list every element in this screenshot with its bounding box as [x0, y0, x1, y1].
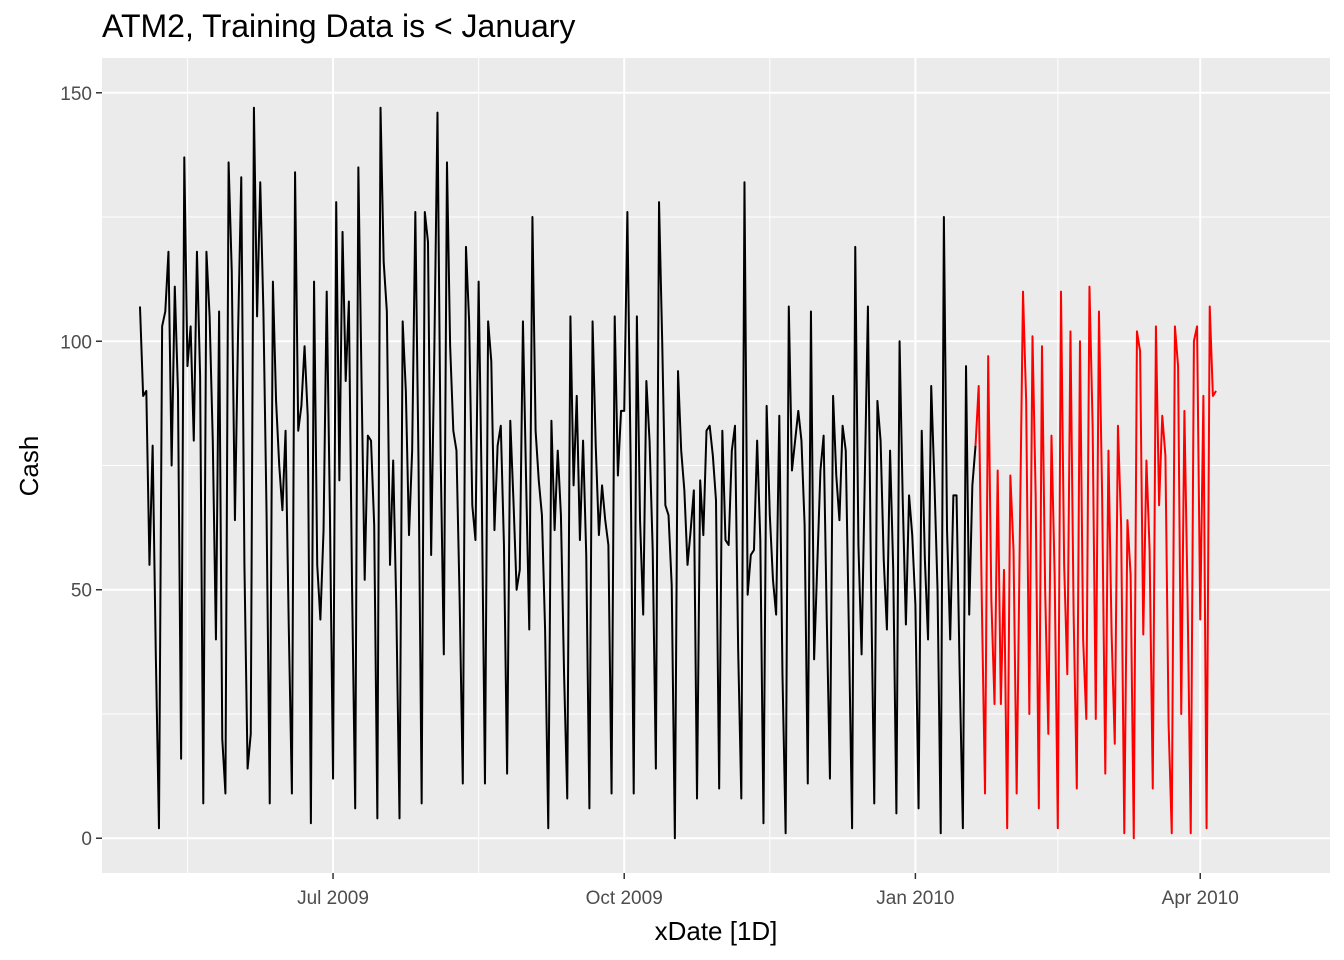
- grid-major: [102, 58, 1330, 873]
- y-tick-label: 100: [60, 332, 92, 353]
- y-axis-title: Cash: [14, 436, 44, 497]
- y-tick-label: 50: [71, 581, 92, 602]
- x-tick-label: Jul 2009: [297, 888, 369, 909]
- series-line-test: [974, 285, 1217, 840]
- y-axis: 0 50 100 150: [60, 84, 102, 850]
- chart-title: ATM2, Training Data is < January: [102, 8, 576, 44]
- x-axis: Jul 2009 Oct 2009 Jan 2010 Apr 2010: [297, 873, 1239, 909]
- x-tick-label: Apr 2010: [1162, 888, 1239, 909]
- x-tick-label: Oct 2009: [586, 888, 663, 909]
- x-axis-title: xDate [1D]: [655, 916, 778, 946]
- y-tick-label: 0: [81, 829, 92, 850]
- series-layer: [138, 106, 1217, 840]
- x-tick-label: Jan 2010: [876, 888, 954, 909]
- series-line-training: [138, 106, 977, 840]
- y-tick-label: 150: [60, 84, 92, 105]
